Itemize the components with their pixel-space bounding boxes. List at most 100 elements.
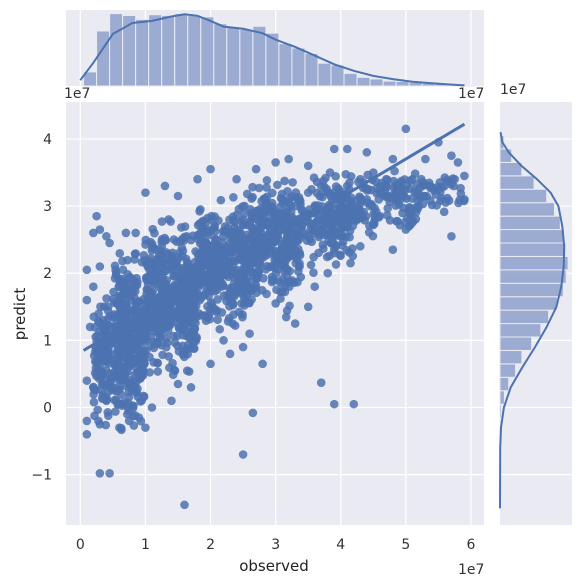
scatter-point — [206, 304, 215, 314]
scatter-point — [147, 403, 157, 412]
scatter-point — [261, 265, 271, 274]
right-histogram-bar — [499, 148, 513, 163]
scatter-point — [139, 346, 149, 355]
scatter-point — [82, 265, 92, 275]
scatter-point — [234, 277, 243, 287]
scatter-point — [180, 500, 189, 510]
scatter-point — [418, 177, 428, 187]
scatter-point — [130, 280, 139, 290]
y-tick-label: 3 — [43, 199, 52, 215]
scatter-point — [190, 324, 200, 333]
right-histogram-bar — [499, 390, 505, 405]
scatter-point — [395, 181, 404, 191]
scatter-point — [355, 200, 364, 210]
top-histogram-bar — [161, 14, 176, 87]
scatter-point — [212, 242, 222, 251]
scatter-point — [213, 315, 222, 324]
scatter-point — [382, 210, 392, 220]
scatter-point — [267, 277, 277, 287]
scatter-point — [98, 315, 108, 325]
scatter-point — [142, 273, 151, 282]
scatter-point — [186, 335, 195, 344]
scatter-point — [262, 176, 272, 185]
right-histogram-bar — [499, 309, 550, 325]
scatter-point — [288, 192, 297, 201]
scatter-point — [111, 268, 121, 278]
scatter-point — [206, 164, 215, 174]
scatter-point — [216, 195, 226, 205]
top-histogram-bar — [187, 14, 202, 87]
y-tick-label: 2 — [43, 266, 52, 282]
scatter-point — [318, 240, 328, 249]
scatter-point — [414, 201, 424, 211]
scatter-point — [312, 224, 321, 234]
scatter-point — [251, 283, 261, 292]
right-histogram-bar — [499, 202, 555, 217]
scatter-point — [204, 291, 213, 301]
scatter-point — [186, 268, 196, 278]
top-histogram-bar — [109, 13, 124, 87]
scatter-point — [290, 201, 300, 211]
scatter-point — [375, 188, 385, 197]
scatter-point — [271, 158, 280, 167]
scatter-point — [453, 158, 463, 167]
top-histogram-bar — [291, 47, 306, 87]
scatter-point — [183, 262, 192, 271]
y-tick-label: 1 — [43, 333, 52, 349]
scatter-point — [238, 342, 248, 352]
scatter-point — [407, 194, 417, 203]
scatter-point — [198, 241, 208, 251]
right-histogram-bar — [499, 282, 564, 298]
right-marginal-kde-curve — [499, 132, 566, 509]
scatter-point — [157, 284, 166, 293]
scatter-point — [303, 188, 313, 197]
scatter-point — [243, 261, 252, 271]
scatter-point — [408, 217, 418, 226]
scatter-point — [442, 176, 451, 185]
scatter-point — [229, 193, 238, 202]
top-histogram-bar — [122, 14, 137, 87]
scatter-point — [401, 225, 411, 234]
scatter-point — [271, 299, 280, 308]
scatter-point — [115, 423, 124, 432]
scatter-point — [89, 228, 98, 238]
scatter-point — [230, 217, 239, 227]
top-histogram-bar — [200, 16, 215, 87]
scatter-point — [247, 295, 256, 304]
scatter-point — [93, 405, 103, 415]
top-histogram-bar — [96, 30, 111, 87]
scatter-point — [297, 221, 306, 231]
scatter-point — [109, 313, 118, 322]
scatter-point — [176, 267, 186, 277]
scatter-point — [338, 237, 348, 247]
scatter-point — [124, 416, 134, 426]
scatter-point — [189, 344, 199, 353]
scatter-point — [270, 210, 279, 220]
scatter-point — [108, 356, 118, 365]
scatter-point — [82, 430, 92, 439]
scatter-point — [134, 297, 144, 306]
scatter-point — [95, 469, 105, 478]
scatter-point — [142, 334, 151, 344]
scatter-point — [82, 295, 92, 305]
scatter-point — [309, 268, 318, 278]
regression-line — [82, 122, 466, 352]
scatter-point — [324, 229, 333, 238]
scatter-point — [388, 245, 398, 255]
scatter-point — [178, 251, 187, 261]
scatter-point — [153, 358, 162, 368]
scatter-point — [323, 215, 333, 224]
x-tick-label: 3 — [271, 537, 280, 553]
scatter-point — [275, 202, 285, 212]
scatter-point — [391, 193, 401, 203]
scatter-points — [82, 124, 469, 510]
scatter-point — [102, 396, 111, 406]
scatter-point — [234, 288, 244, 297]
scatter-point — [248, 192, 257, 202]
scatter-point — [276, 287, 285, 297]
scatter-point — [219, 336, 228, 345]
scatter-point — [168, 261, 177, 270]
scatter-point — [171, 318, 181, 327]
scatter-point — [89, 383, 98, 392]
